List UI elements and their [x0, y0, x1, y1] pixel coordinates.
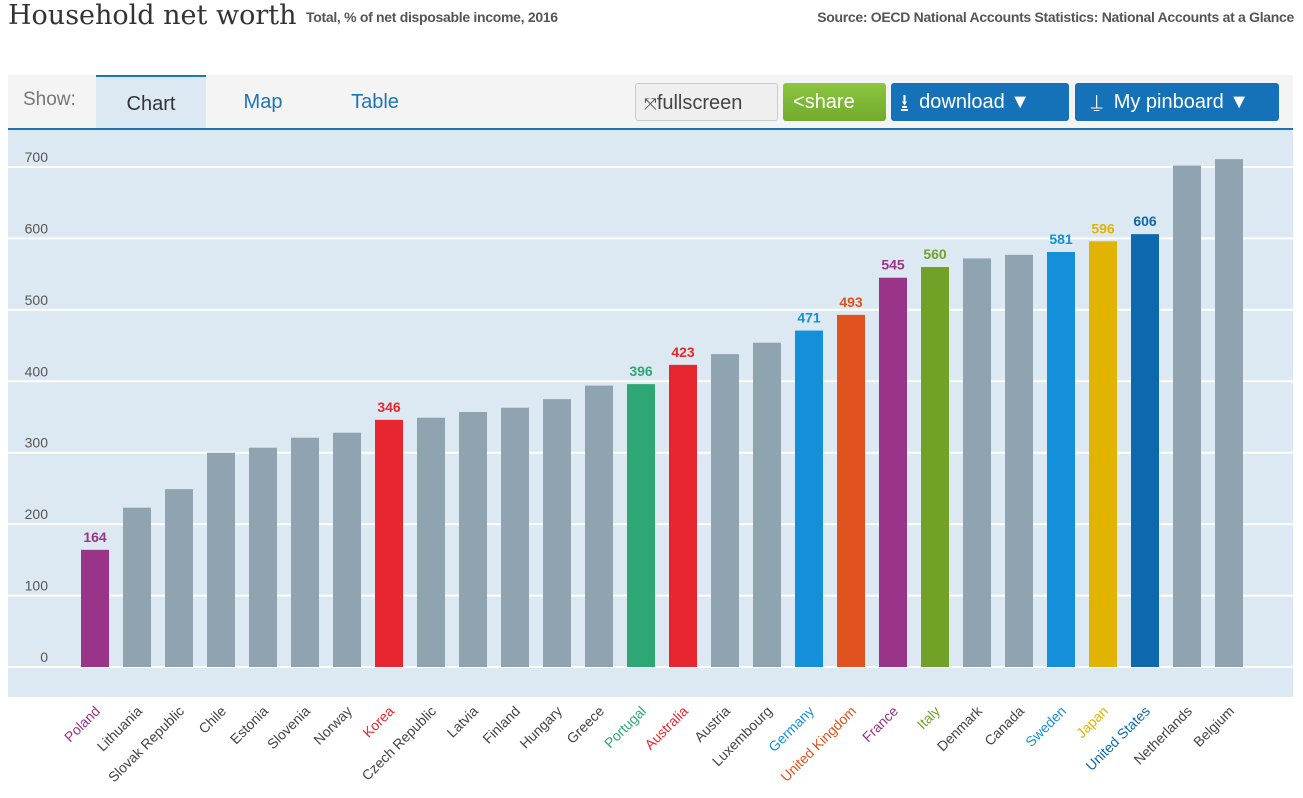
bar-united-kingdom[interactable] — [837, 314, 865, 667]
x-tick-label: Czech Republic — [358, 703, 439, 784]
y-tick-label: 200 — [25, 506, 49, 522]
bar-united-states[interactable] — [1131, 234, 1159, 667]
bar-slovak-republic[interactable] — [165, 489, 193, 667]
fullscreen-label: fullscreen — [656, 92, 743, 114]
bar-norway[interactable] — [333, 432, 361, 667]
data-label: 545 — [881, 257, 905, 273]
bar-estonia[interactable] — [249, 447, 277, 667]
x-tick-label: Belgium — [1190, 703, 1237, 750]
bar-luxembourg[interactable] — [753, 342, 781, 667]
page-title: Household net worth — [8, 0, 297, 31]
bar-japan[interactable] — [1089, 241, 1117, 668]
data-label: 471 — [797, 310, 821, 326]
bar-lithuania[interactable] — [123, 507, 151, 667]
bar-italy[interactable] — [921, 267, 949, 667]
show-label: Show: — [23, 89, 76, 110]
x-tick-label: Denmark — [934, 702, 986, 754]
x-tick-label: Norway — [310, 703, 355, 748]
data-label: 606 — [1133, 213, 1157, 229]
source-note: Source: OECD National Accounts Statistic… — [817, 9, 1294, 25]
pinboard-button[interactable]: ⍊ My pinboard ▼ — [1075, 83, 1279, 121]
data-label: 581 — [1049, 231, 1073, 247]
bar-greece[interactable] — [585, 385, 613, 667]
y-tick-label: 100 — [25, 578, 49, 594]
x-tick-label: Sweden — [1022, 703, 1069, 750]
x-tick-label: Slovak Republic — [105, 703, 187, 785]
x-tick-label: Latvia — [443, 703, 481, 741]
download-button[interactable]: ⭳ download ▼ — [891, 83, 1069, 121]
data-label: 346 — [377, 399, 401, 415]
bar-france[interactable] — [879, 277, 907, 667]
bar-germany[interactable] — [795, 330, 823, 667]
bar-belgium[interactable] — [1215, 159, 1243, 667]
bar-korea[interactable] — [375, 419, 403, 667]
share-button[interactable]: <share — [783, 83, 886, 121]
data-label: 396 — [629, 363, 653, 379]
data-label: 596 — [1091, 220, 1115, 236]
x-tick-label: Hungary — [516, 703, 565, 752]
data-label: 423 — [671, 344, 695, 360]
fullscreen-icon: ⤧ — [644, 96, 657, 113]
x-tick-label: United Kingdom — [777, 703, 859, 785]
y-tick-label: 400 — [25, 363, 49, 379]
x-tick-label: Slovenia — [264, 703, 313, 752]
pinboard-label: My pinboard ▼ — [1113, 91, 1250, 113]
bar-poland[interactable] — [81, 549, 109, 667]
bar-netherlands[interactable] — [1173, 165, 1201, 668]
tab-chart[interactable]: Chart — [96, 75, 206, 128]
bar-portugal[interactable] — [627, 384, 655, 667]
y-tick-label: 600 — [25, 220, 49, 236]
bar-australia[interactable] — [669, 364, 697, 667]
share-icon: < — [793, 91, 805, 113]
bar-sweden[interactable] — [1047, 252, 1075, 667]
y-tick-label: 300 — [25, 435, 49, 451]
x-tick-label: Italy — [914, 703, 943, 732]
data-label: 164 — [83, 529, 107, 545]
bar-chile[interactable] — [207, 452, 235, 667]
y-tick-label: 500 — [25, 292, 49, 308]
x-tick-label: Portugal — [601, 703, 649, 751]
tab-table[interactable]: Table — [351, 91, 399, 113]
bar-canada[interactable] — [1005, 254, 1033, 667]
share-label: share — [804, 91, 855, 113]
x-tick-label: Chile — [195, 703, 229, 737]
bar-slovenia[interactable] — [291, 437, 319, 667]
bar-finland[interactable] — [501, 407, 529, 667]
x-tick-label: Japan — [1073, 703, 1111, 741]
x-tick-label: Australia — [641, 703, 691, 753]
bar-czech-republic[interactable] — [417, 417, 445, 667]
data-label: 560 — [923, 246, 947, 262]
download-icon: ⭳ — [901, 91, 908, 113]
data-label: 493 — [839, 294, 863, 310]
x-tick-label: France — [859, 703, 901, 745]
bar-latvia[interactable] — [459, 412, 487, 667]
pin-icon: ⍊ — [1090, 91, 1103, 113]
toolbar: Show: Chart Map Table ⤧fullscreen <share… — [8, 75, 1293, 130]
tab-map[interactable]: Map — [243, 91, 283, 113]
download-label: download ▼ — [919, 91, 1031, 113]
y-tick-label: 0 — [40, 649, 48, 665]
x-tick-label: Canada — [981, 703, 1027, 749]
bar-austria[interactable] — [711, 354, 739, 667]
x-tick-label: Korea — [359, 703, 397, 741]
bar-hungary[interactable] — [543, 399, 571, 667]
y-tick-label: 700 — [25, 149, 49, 165]
fullscreen-button[interactable]: ⤧fullscreen — [635, 83, 778, 121]
page-subtitle: Total, % of net disposable income, 2016 — [306, 9, 558, 25]
bar-denmark[interactable] — [963, 258, 991, 667]
